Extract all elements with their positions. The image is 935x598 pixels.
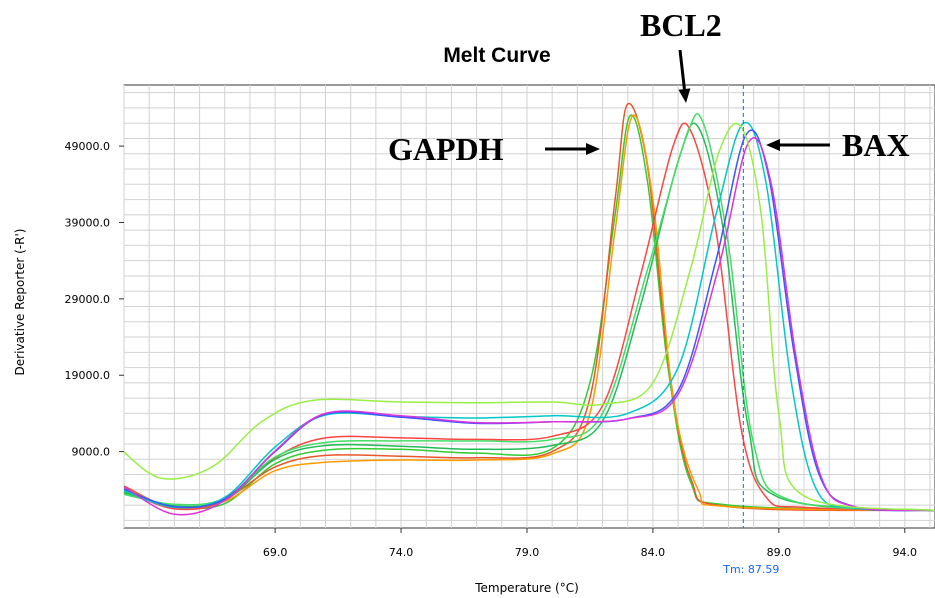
series-line [124,122,935,512]
x-tick-label: 94.0 [893,546,918,559]
series-line [124,137,935,516]
arrow-gapdh [545,143,600,155]
series-line [124,114,935,512]
y-tick-label: 19000.0 [65,369,111,382]
chart-title: Melt Curve [443,44,550,67]
label-bax: BAX [842,127,910,163]
y-tick-label: 39000.0 [65,216,111,229]
arrow-bax [766,139,830,151]
tm-marker: Tm: 87.59 [722,85,779,576]
y-tick-label: 49000.0 [65,140,111,153]
tm-label: Tm: 87.59 [722,563,779,576]
series-line [124,121,935,512]
x-axis-label: Temperature (°C) [474,581,579,595]
x-tick-label: 84.0 [641,546,666,559]
y-axis-label: Derivative Reporter (-R') [13,229,27,376]
x-tick-label: 89.0 [767,546,792,559]
plot-area [124,102,935,516]
arrow-bcl2 [678,49,691,103]
x-tick-label: 69.0 [263,546,288,559]
x-tick-label: 74.0 [389,546,414,559]
y-tick-label: 9000.0 [72,446,111,459]
label-gapdh: GAPDH [388,131,504,167]
x-tick-label: 79.0 [515,546,540,559]
series-line [124,102,935,512]
series-line [124,113,935,512]
x-axis-ticks: 69.0 74.0 79.0 84.0 89.0 94.0 [263,528,917,559]
y-tick-label: 29000.0 [65,293,111,306]
series-line [124,122,935,512]
y-axis-ticks: 9000.0 19000.0 29000.0 39000.0 49000.0 [65,140,124,459]
label-bcl2: BCL2 [640,7,722,43]
series-group [124,102,935,516]
gene-annotations: GAPDH BCL2 BAX [388,7,910,167]
